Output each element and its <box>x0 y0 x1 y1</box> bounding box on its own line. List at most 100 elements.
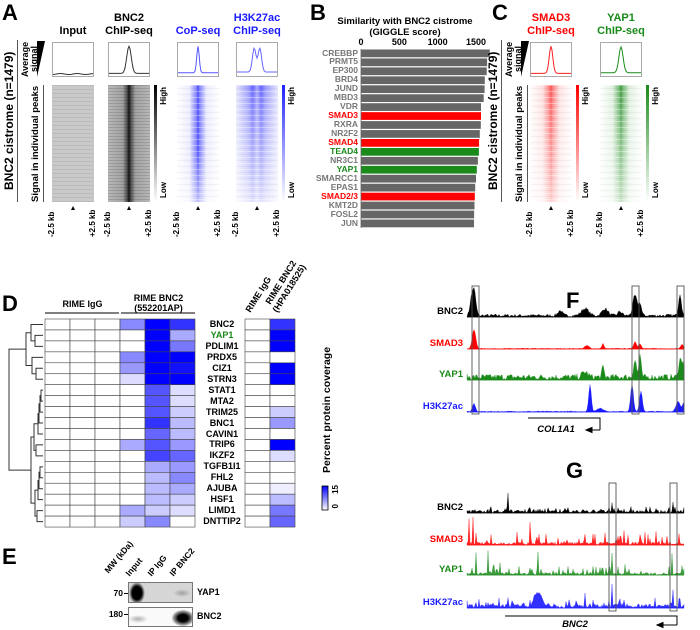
dendrogram-branch <box>8 348 31 471</box>
track-label: BNC2 <box>437 502 463 513</box>
bar-fosl2 <box>361 210 475 219</box>
heatmap-cell-right <box>244 395 271 407</box>
colorbar-low-label: Low <box>651 182 660 198</box>
signal-colorbar <box>282 85 285 202</box>
heatmap-cell <box>169 450 196 462</box>
heatmap-cell <box>144 515 171 528</box>
bar-crebbp <box>361 49 490 58</box>
heatmap-cell <box>94 318 121 331</box>
bar-epas1 <box>361 183 476 192</box>
average-profile-box <box>530 42 572 77</box>
colorbar-label: Percent protein coverage <box>321 346 333 474</box>
signal-heatmap <box>108 85 150 202</box>
heatmap-cell <box>119 351 146 364</box>
dendrogram-branch <box>35 367 43 380</box>
heatmap-cell <box>144 417 171 429</box>
heatmap-cell <box>69 406 96 418</box>
heatmap-row-label: STRN3 <box>207 373 237 384</box>
gene-name-col1a1: COL1A1 <box>537 424 575 435</box>
heatmap-cell <box>94 384 121 396</box>
heatmap-row-label: TRIM25 <box>205 406 238 417</box>
heatmap-row-label: DNTTIP2 <box>203 516 241 527</box>
heatmap-cell <box>94 362 121 375</box>
signal-triangle-icon <box>37 41 45 77</box>
heatmap-cell <box>169 504 196 517</box>
coverage-colorbar <box>321 485 329 511</box>
heatmap-row-label: YAP1 <box>210 329 234 340</box>
heatmap-cell <box>119 515 146 528</box>
heatmap-cell <box>119 362 146 375</box>
heatmap-cell <box>44 373 71 385</box>
signal-heatmap <box>600 85 642 202</box>
heatmap-cell <box>169 351 196 364</box>
heatmap-cell <box>169 373 196 385</box>
heatmap-cell <box>69 340 96 353</box>
heatmap-cell <box>69 493 96 506</box>
col1a1-gene-line <box>528 417 601 430</box>
heatmap-cell-right <box>244 493 271 506</box>
peaks-bracket <box>43 85 44 202</box>
column-title: SMAD3 <box>531 12 571 24</box>
track-label: SMAD3 <box>429 534 463 545</box>
panel-label-d: D <box>2 291 18 316</box>
heatmap-cell <box>169 482 196 495</box>
heatmap-cell <box>119 373 146 385</box>
heatmap-cell <box>169 384 196 396</box>
heatmap-cell-right <box>269 504 296 517</box>
heatmap-cell <box>44 340 71 353</box>
colorbar-high-label: High <box>581 87 590 105</box>
heatmap-cell <box>44 318 71 331</box>
heatmap-cell <box>119 428 146 440</box>
heatmap-cell-right <box>244 471 271 484</box>
panel-label-e: E <box>2 544 17 569</box>
bar-chart-title: Similarity with BNC2 cistrome <box>337 16 473 27</box>
colorbar-low-label: Low <box>159 182 168 198</box>
heatmap-cell-right <box>269 362 296 375</box>
dendrogram-branch <box>34 334 43 347</box>
dendrogram-branch <box>31 356 43 375</box>
heatmap-cell <box>169 362 196 375</box>
column-title: ChIP-seq <box>233 24 281 37</box>
bar-category-label: CREBBP <box>322 47 358 58</box>
signal-colorbar <box>646 85 649 202</box>
heatmap-cell <box>144 493 171 506</box>
heatmap-cell <box>144 362 171 375</box>
average-profile-curve <box>531 46 571 74</box>
heatmap-cell <box>144 428 171 440</box>
bar-smad3 <box>361 112 481 120</box>
heatmap-row-label: AJUBA <box>206 483 238 494</box>
bar-xtick-label: 1500 <box>465 37 487 47</box>
heatmap-cell-right <box>244 504 271 517</box>
heatmap-cell <box>119 329 146 342</box>
smad3-track <box>466 329 685 350</box>
heatmap-cell <box>44 439 71 451</box>
heatmap-cell <box>119 340 146 353</box>
signal-heatmap <box>52 85 94 202</box>
heatmap-cell <box>94 417 121 429</box>
heatmap-cell <box>69 417 96 429</box>
highlight-box <box>608 482 617 612</box>
bar-category-label: BRD4 <box>334 74 358 85</box>
track-label: H3K27ac <box>422 401 463 412</box>
heatmap-cell <box>69 450 96 462</box>
bar-category-label: NR2F2 <box>331 128 358 139</box>
heatmap-cell <box>69 428 96 440</box>
heatmap-cell <box>94 351 121 364</box>
xtick-right: +2.5 kb <box>88 209 97 237</box>
heatmap-cell <box>94 406 121 418</box>
rime-igg-header: RIME IgG <box>62 299 103 309</box>
column-title: YAP1 <box>607 12 635 24</box>
heatmap-row-label: LIMD1 <box>208 505 236 516</box>
heatmap-cell <box>119 450 146 462</box>
heatmap-cell <box>119 471 146 484</box>
bar-kmt2d <box>361 201 475 210</box>
bar-category-label: JUN <box>340 217 358 228</box>
dendrogram-branch <box>40 389 43 402</box>
heatmap-cell-right <box>269 417 296 429</box>
bar-category-label: FOSL2 <box>330 208 358 219</box>
heatmap-cell-right <box>269 515 296 528</box>
heatmap-cell <box>169 329 196 342</box>
heatmap-cell-right <box>244 329 271 342</box>
heatmap-cell <box>94 493 121 506</box>
colorbar-low-label: Low <box>287 182 296 198</box>
